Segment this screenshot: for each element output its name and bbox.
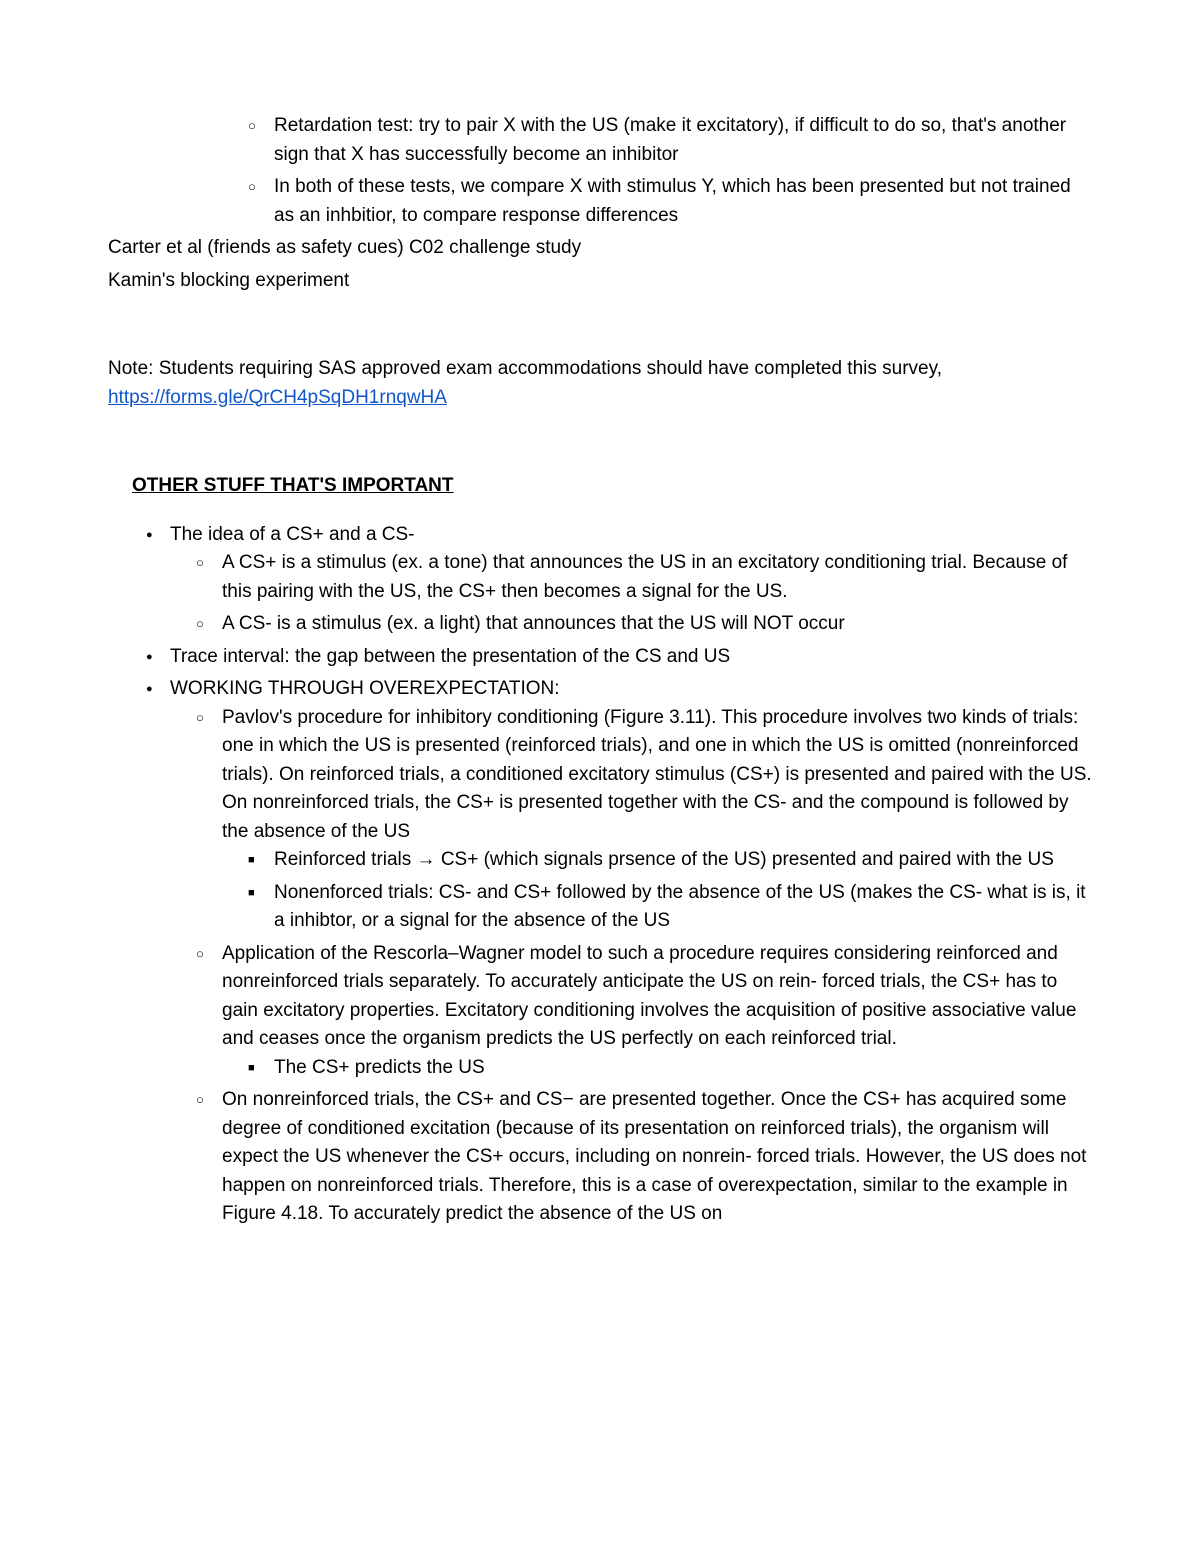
- survey-link[interactable]: https://forms.gle/QrCH4pSqDH1rnqwHA: [108, 387, 447, 408]
- list-item: WORKING THROUGH OVEREXPECTATION: Pavlov'…: [108, 675, 1092, 1229]
- list-item: A CS- is a stimulus (ex. a light) that a…: [170, 610, 1092, 639]
- list-item: On nonreinforced trials, the CS+ and CS−…: [170, 1086, 1092, 1229]
- main-bullet-list: The idea of a CS+ and a CS- A CS+ is a s…: [108, 521, 1092, 1229]
- list-item-text: Application of the Rescorla–Wagner model…: [222, 943, 1076, 1050]
- section-heading: OTHER STUFF THAT'S IMPORTANT: [108, 472, 1092, 501]
- document-page: Retardation test: try to pair X with the…: [0, 0, 1200, 1553]
- list-item-text: The CS+ predicts the US: [274, 1057, 485, 1078]
- list-item: Reinforced trials → CS+ (which signals p…: [222, 846, 1092, 875]
- list-item-text: Retardation test: try to pair X with the…: [274, 115, 1066, 165]
- list-item-text: Pavlov's procedure for inhibitory condit…: [222, 707, 1092, 842]
- list-item-text: On nonreinforced trials, the CS+ and CS−…: [222, 1089, 1086, 1224]
- list-item-text: Trace interval: the gap between the pres…: [170, 646, 730, 667]
- top-continued-sublist: Retardation test: try to pair X with the…: [108, 112, 1092, 230]
- list-item: The idea of a CS+ and a CS- A CS+ is a s…: [108, 521, 1092, 639]
- list-item-text: The idea of a CS+ and a CS-: [170, 524, 415, 545]
- list-item: A CS+ is a stimulus (ex. a tone) that an…: [170, 549, 1092, 606]
- list-item-text: In both of these tests, we compare X wit…: [274, 176, 1071, 226]
- body-line: Carter et al (friends as safety cues) C0…: [108, 234, 1092, 263]
- list-item: In both of these tests, we compare X wit…: [222, 173, 1092, 230]
- list-item-text: WORKING THROUGH OVEREXPECTATION:: [170, 678, 560, 699]
- body-line: Kamin's blocking experiment: [108, 267, 1092, 296]
- list-item: Nonenforced trials: CS- and CS+ followed…: [222, 879, 1092, 936]
- list-item: Application of the Rescorla–Wagner model…: [170, 940, 1092, 1083]
- list-item: Retardation test: try to pair X with the…: [222, 112, 1092, 169]
- list-item-text: A CS- is a stimulus (ex. a light) that a…: [222, 613, 845, 634]
- note-paragraph: Note: Students requiring SAS approved ex…: [108, 355, 1092, 412]
- list-item-text: Reinforced trials → CS+ (which signals p…: [274, 849, 1054, 870]
- list-item: Trace interval: the gap between the pres…: [108, 643, 1092, 672]
- list-item-text: Nonenforced trials: CS- and CS+ followed…: [274, 882, 1086, 932]
- list-item: The CS+ predicts the US: [222, 1054, 1092, 1083]
- list-item-text: A CS+ is a stimulus (ex. a tone) that an…: [222, 552, 1067, 602]
- list-item: Pavlov's procedure for inhibitory condit…: [170, 704, 1092, 936]
- note-prefix: Note: Students requiring SAS approved ex…: [108, 358, 942, 379]
